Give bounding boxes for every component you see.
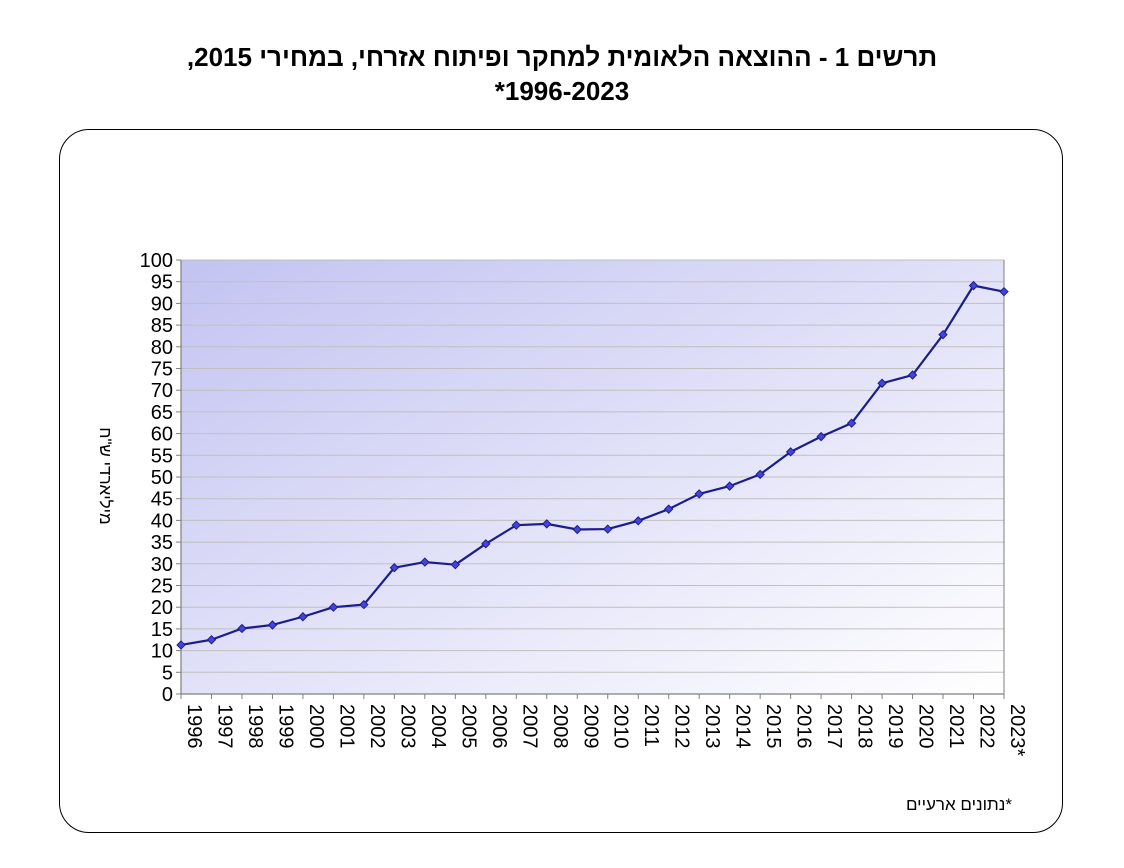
- y-tick-label: 15: [151, 619, 173, 641]
- x-tick-label: 2003: [396, 704, 418, 749]
- chart-frame: [59, 129, 1063, 833]
- y-tick-label: 55: [151, 445, 173, 467]
- data-point: [999, 286, 1009, 297]
- data-point: [816, 431, 826, 442]
- data-point: [724, 481, 735, 491]
- y-tick-label: 0: [162, 684, 173, 706]
- gridlines: [181, 259, 1004, 673]
- x-tick-label: 2001: [335, 704, 357, 749]
- y-tick-label: 50: [151, 467, 173, 489]
- data-point: [511, 520, 522, 530]
- chart-title-line-1: תרשים 1 - ההוצאה הלאומית למחקר ופיתוח אז…: [186, 42, 938, 72]
- data-point: [572, 524, 582, 535]
- data-point: [542, 519, 552, 529]
- series-line-group: [180, 284, 1005, 647]
- y-tick-label: 65: [151, 402, 173, 424]
- y-tick-label: 75: [151, 359, 173, 381]
- x-tick-label: 2009: [579, 704, 601, 749]
- x-tick-label: 2013: [701, 704, 723, 749]
- x-tick-label: 1999: [274, 704, 296, 749]
- y-tick-label: 95: [151, 272, 173, 294]
- x-tick-label: 2020: [915, 704, 937, 749]
- x-tick-label: 2016: [793, 704, 815, 749]
- y-tick-label: 90: [151, 293, 173, 315]
- y-tick-label: 80: [151, 337, 173, 359]
- x-tick-label: 2010: [610, 704, 632, 749]
- data-point: [328, 602, 339, 612]
- y-tick-label: 100: [140, 250, 173, 272]
- data-point: [481, 539, 491, 549]
- chart-title: תרשים 1 - ההוצאה הלאומית למחקר ופיתוח אז…: [100, 40, 1024, 108]
- x-tick-label: 2005: [457, 704, 479, 749]
- y-tick-label: 10: [151, 641, 173, 663]
- chart-title-line-2: 1996-2023*: [494, 76, 630, 106]
- x-tick-label: 2002: [366, 704, 388, 749]
- data-point: [298, 612, 308, 622]
- x-tick-label: 2014: [732, 704, 754, 749]
- x-axis-ticks: 1996 1997 1998 1999 2000 2001 2002 2003 2004 2005…: [180, 694, 1028, 756]
- data-point: [663, 504, 674, 514]
- data-point: [176, 640, 186, 650]
- y-tick-label: 85: [151, 315, 173, 337]
- y-tick-label: 30: [151, 554, 173, 576]
- data-point: [420, 557, 430, 567]
- data-point: [785, 447, 796, 457]
- y-axis-ticks: 0510152025303540455055606570758085909510…: [140, 250, 181, 706]
- x-tick-label: 2023*: [1006, 704, 1028, 756]
- x-tick-label: 2008: [549, 704, 571, 749]
- x-tick-label: 1998: [244, 704, 266, 749]
- footnote: *נתונים ארעיים: [905, 795, 1012, 814]
- x-tick-label: 2015: [762, 704, 784, 749]
- x-tick-label: 2021: [945, 704, 967, 749]
- x-tick-label: 2012: [671, 704, 693, 749]
- data-point: [846, 418, 857, 428]
- series-markers-group: [176, 280, 1009, 650]
- data-point: [603, 524, 613, 534]
- data-point: [206, 635, 217, 645]
- y-tick-label: 5: [162, 662, 173, 684]
- data-point: [938, 329, 948, 340]
- data-point: [359, 599, 369, 610]
- x-tick-label: 2006: [488, 704, 510, 749]
- data-point: [633, 516, 643, 526]
- y-tick-label: 45: [151, 489, 173, 511]
- data-point: [877, 378, 887, 388]
- x-tick-label: 1996: [183, 704, 205, 749]
- data-point: [389, 562, 400, 573]
- y-tick-label: 70: [151, 380, 173, 402]
- data-point: [267, 620, 278, 630]
- data-point: [694, 489, 704, 499]
- y-tick-label: 40: [151, 510, 173, 532]
- x-tick-label: 2018: [854, 704, 876, 749]
- data-point: [968, 280, 979, 291]
- y-tick-label: 60: [151, 424, 173, 446]
- y-tick-label: 25: [151, 576, 173, 598]
- x-tick-label: 2004: [427, 704, 449, 749]
- x-tick-label: 1997: [213, 704, 235, 749]
- data-point: [907, 370, 918, 380]
- x-tick-label: 2017: [823, 704, 845, 749]
- y-tick-label: 35: [151, 532, 173, 554]
- series-line: [180, 284, 1005, 647]
- x-tick-label: 2007: [518, 704, 540, 749]
- x-tick-label: 2000: [305, 704, 327, 749]
- data-point: [450, 559, 461, 570]
- data-point: [237, 623, 247, 634]
- y-axis-label: מיליארדי ש"ח: [96, 427, 115, 524]
- data-point: [755, 469, 765, 480]
- y-tick-label: 20: [151, 597, 173, 619]
- x-tick-label: 2011: [640, 704, 662, 747]
- x-tick-label: 2019: [884, 704, 906, 749]
- x-tick-label: 2022: [976, 704, 998, 749]
